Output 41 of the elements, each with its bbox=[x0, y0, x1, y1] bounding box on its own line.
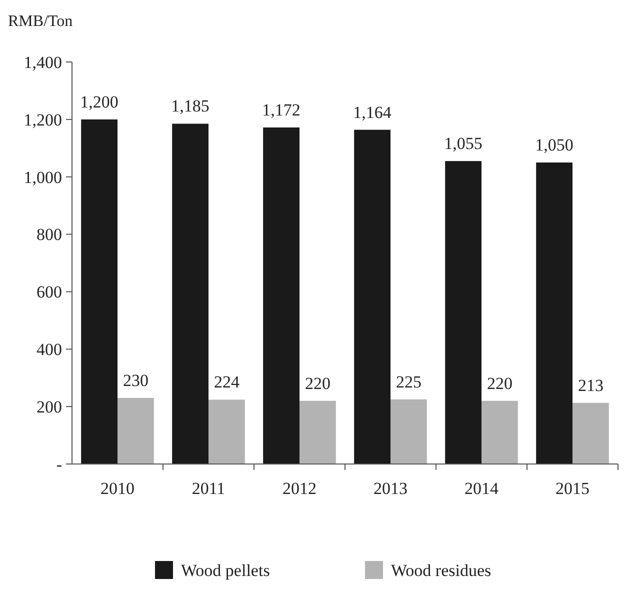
data-label: 213 bbox=[578, 376, 604, 395]
y-tick-label: 1,400 bbox=[24, 52, 62, 72]
legend-label: Wood residues bbox=[391, 560, 492, 580]
bar bbox=[536, 162, 572, 464]
x-tick-label: 2015 bbox=[556, 479, 590, 498]
data-label: 1,200 bbox=[80, 92, 118, 112]
data-label: 1,185 bbox=[171, 96, 210, 116]
bar bbox=[172, 124, 208, 464]
x-tick-label: 2014 bbox=[464, 479, 499, 498]
y-tick-label: 1,000 bbox=[24, 168, 62, 187]
data-label: 224 bbox=[214, 372, 240, 392]
y-tick-label: 1,200 bbox=[24, 110, 62, 130]
y-tick-label: - bbox=[56, 454, 62, 474]
y-tick-label: 600 bbox=[36, 282, 62, 302]
data-label: 1,050 bbox=[535, 136, 574, 154]
x-tick-label: 2011 bbox=[192, 479, 226, 498]
y-axis-title: RMB/Ton bbox=[8, 13, 73, 30]
bar bbox=[390, 399, 427, 464]
bar bbox=[118, 398, 154, 464]
y-tick-label: 200 bbox=[36, 398, 62, 417]
bar bbox=[208, 400, 245, 464]
bar bbox=[445, 161, 482, 464]
bar bbox=[300, 400, 336, 464]
data-label: 225 bbox=[396, 372, 422, 392]
bar bbox=[572, 402, 609, 464]
data-label: 230 bbox=[122, 370, 148, 390]
data-label: 1,172 bbox=[262, 100, 300, 120]
y-tick-label: 800 bbox=[36, 225, 62, 244]
bar bbox=[81, 119, 118, 464]
bar bbox=[482, 400, 518, 464]
bar bbox=[354, 130, 390, 464]
y-tick-label: 400 bbox=[36, 340, 62, 360]
data-label: 1,055 bbox=[444, 134, 482, 154]
data-label: 220 bbox=[486, 374, 512, 393]
data-label: 1,164 bbox=[353, 102, 392, 122]
legend-label: Wood pellets bbox=[181, 560, 270, 580]
bar bbox=[263, 127, 300, 464]
x-tick-label: 2012 bbox=[282, 479, 316, 498]
data-label: 220 bbox=[304, 374, 330, 393]
x-tick-label: 2013 bbox=[374, 479, 408, 498]
x-tick-label: 2010 bbox=[100, 479, 134, 498]
